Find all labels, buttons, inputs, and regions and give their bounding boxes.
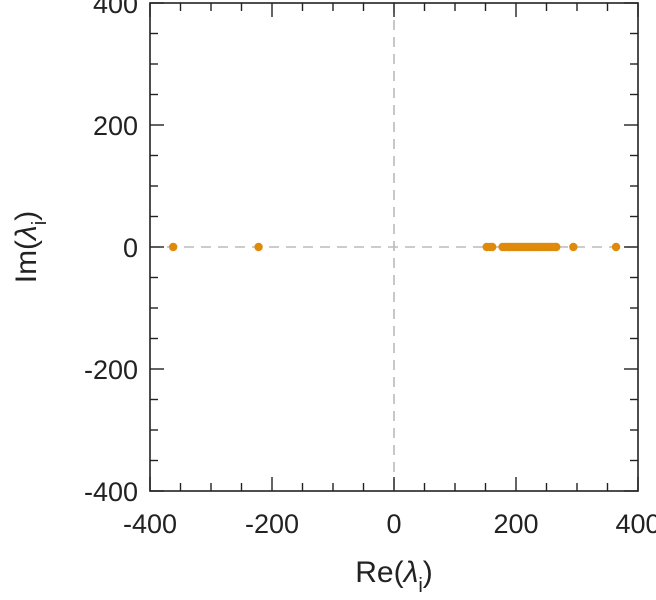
x-axis-title-symbol: λ (402, 556, 419, 589)
x-tick-label: 400 (615, 509, 656, 539)
data-point (254, 242, 263, 252)
x-axis-title-prefix: Re( (355, 556, 403, 589)
x-tick-label: 0 (386, 509, 401, 539)
plot-frame (149, 2, 639, 492)
tick-labels: -400 -200 0 200 400 -400 -200 0 200 400 (84, 0, 656, 539)
x-tick-label: 200 (493, 509, 538, 539)
x-axis-title-suffix: ) (423, 556, 433, 589)
y-tick-label: 0 (123, 233, 138, 263)
x-tick-label: -200 (245, 509, 299, 539)
data-points (168, 242, 621, 252)
x-tick-label: -400 (123, 509, 177, 539)
data-point (611, 242, 621, 252)
y-axis-title-symbol: λ (10, 225, 43, 242)
y-axis-title-suffix: ) (10, 211, 43, 221)
x-axis-title-subscript: i (418, 575, 422, 597)
data-point (569, 242, 578, 252)
y-axis-title-subscript: i (29, 221, 51, 225)
y-tick-label: 400 (93, 0, 138, 19)
y-tick-label: 200 (93, 111, 138, 141)
x-axis-title: Re(λi) (355, 556, 433, 597)
reference-lines (150, 3, 638, 491)
y-axis-title-prefix: Im( (10, 240, 43, 283)
data-point (552, 242, 561, 252)
y-tick-label: -200 (84, 355, 138, 385)
data-point (488, 242, 497, 252)
y-axis-title: Im(λi) (10, 211, 51, 284)
data-point (168, 242, 178, 252)
y-tick-label: -400 (84, 477, 138, 507)
